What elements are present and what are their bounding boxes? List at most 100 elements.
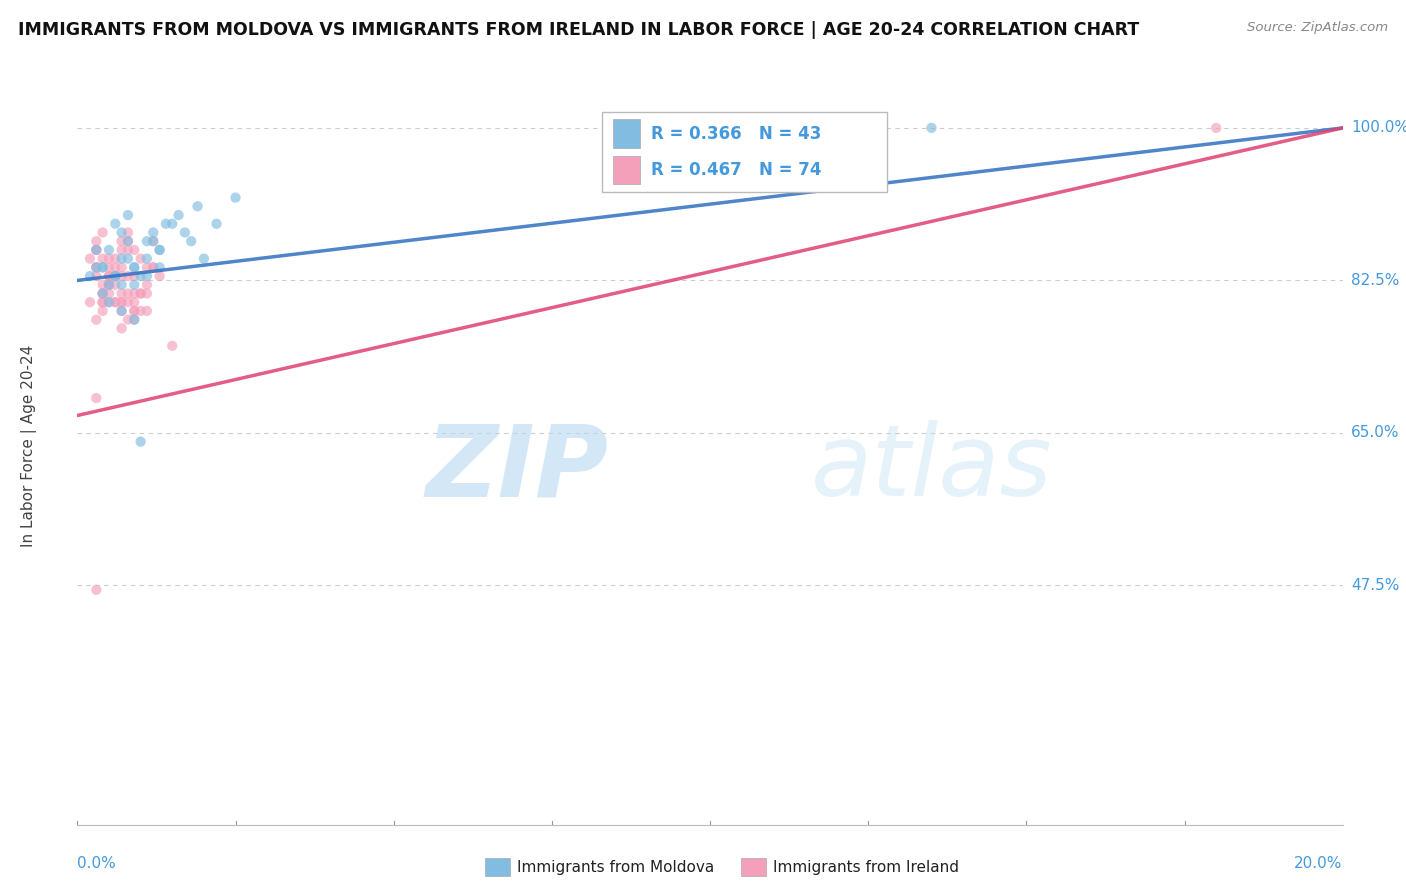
Point <box>98 243 120 257</box>
Point <box>86 234 108 248</box>
Point <box>117 312 139 326</box>
Point <box>129 286 152 301</box>
Point <box>162 217 183 231</box>
Point <box>104 268 127 283</box>
Point <box>117 208 139 222</box>
Point <box>111 304 132 318</box>
Point <box>129 268 152 283</box>
Point <box>117 226 139 240</box>
Point <box>98 295 120 310</box>
Point <box>111 243 132 257</box>
Point <box>111 304 132 318</box>
Point <box>174 226 197 240</box>
Point <box>149 243 172 257</box>
Point <box>104 268 127 283</box>
Point <box>98 286 120 301</box>
Point <box>124 286 146 301</box>
Point <box>186 199 209 213</box>
Text: In Labor Force | Age 20-24: In Labor Force | Age 20-24 <box>21 345 37 547</box>
Point <box>86 260 108 275</box>
Text: 82.5%: 82.5% <box>1351 273 1399 288</box>
Text: IMMIGRANTS FROM MOLDOVA VS IMMIGRANTS FROM IRELAND IN LABOR FORCE | AGE 20-24 CO: IMMIGRANTS FROM MOLDOVA VS IMMIGRANTS FR… <box>18 21 1139 39</box>
Point <box>135 234 157 248</box>
Text: 100.0%: 100.0% <box>1351 120 1406 136</box>
Point <box>149 260 172 275</box>
Point <box>111 252 132 266</box>
Point <box>104 295 127 310</box>
Point <box>117 252 139 266</box>
Point <box>124 277 146 292</box>
Point <box>98 252 120 266</box>
Point <box>135 304 157 318</box>
Text: atlas: atlas <box>811 420 1053 517</box>
Text: R = 0.366   N = 43: R = 0.366 N = 43 <box>651 125 821 143</box>
FancyBboxPatch shape <box>603 112 887 192</box>
Text: R = 0.467   N = 74: R = 0.467 N = 74 <box>651 161 821 179</box>
Point <box>129 286 152 301</box>
Text: 65.0%: 65.0% <box>1351 425 1399 441</box>
Point <box>91 260 114 275</box>
Point <box>129 434 152 449</box>
Point <box>124 304 146 318</box>
Point <box>180 234 202 248</box>
Point <box>104 252 127 266</box>
Bar <box>613 155 641 185</box>
Point <box>91 304 114 318</box>
Point <box>124 260 146 275</box>
Point <box>104 260 127 275</box>
Point <box>86 243 108 257</box>
Point <box>135 268 157 283</box>
Text: ZIP: ZIP <box>426 420 609 517</box>
Point <box>111 286 132 301</box>
Point <box>91 226 114 240</box>
Point <box>155 217 177 231</box>
Point <box>86 260 108 275</box>
Point <box>98 277 120 292</box>
Point <box>135 260 157 275</box>
Point <box>111 321 132 335</box>
Text: 0.0%: 0.0% <box>77 855 117 871</box>
Point <box>117 243 139 257</box>
Point <box>142 234 165 248</box>
Point <box>104 268 127 283</box>
Point <box>86 243 108 257</box>
Text: Immigrants from Moldova: Immigrants from Moldova <box>517 860 714 874</box>
Point <box>124 260 146 275</box>
Point <box>129 252 152 266</box>
Point <box>98 260 120 275</box>
Point <box>135 277 157 292</box>
Point <box>91 286 114 301</box>
Point <box>98 277 120 292</box>
Point <box>98 277 120 292</box>
Point <box>135 286 157 301</box>
Point <box>205 217 228 231</box>
Point <box>86 260 108 275</box>
Point <box>86 243 108 257</box>
Point <box>98 277 120 292</box>
Point <box>117 268 139 283</box>
Bar <box>613 120 641 148</box>
Point <box>1205 120 1227 135</box>
Point <box>162 339 183 353</box>
Point <box>111 234 132 248</box>
Point <box>117 286 139 301</box>
Point <box>124 312 146 326</box>
Point <box>124 312 146 326</box>
Point <box>142 260 165 275</box>
Point <box>91 295 114 310</box>
Point <box>91 252 114 266</box>
Point <box>117 234 139 248</box>
Point <box>79 268 101 283</box>
Point <box>104 268 127 283</box>
Point <box>149 243 172 257</box>
Point <box>111 268 132 283</box>
Point <box>124 268 146 283</box>
Point <box>142 226 165 240</box>
Point <box>91 295 114 310</box>
Text: Source: ZipAtlas.com: Source: ZipAtlas.com <box>1247 21 1388 35</box>
Point <box>167 208 190 222</box>
Point <box>104 295 127 310</box>
Point <box>129 304 152 318</box>
Point <box>921 120 943 135</box>
Text: Immigrants from Ireland: Immigrants from Ireland <box>773 860 959 874</box>
